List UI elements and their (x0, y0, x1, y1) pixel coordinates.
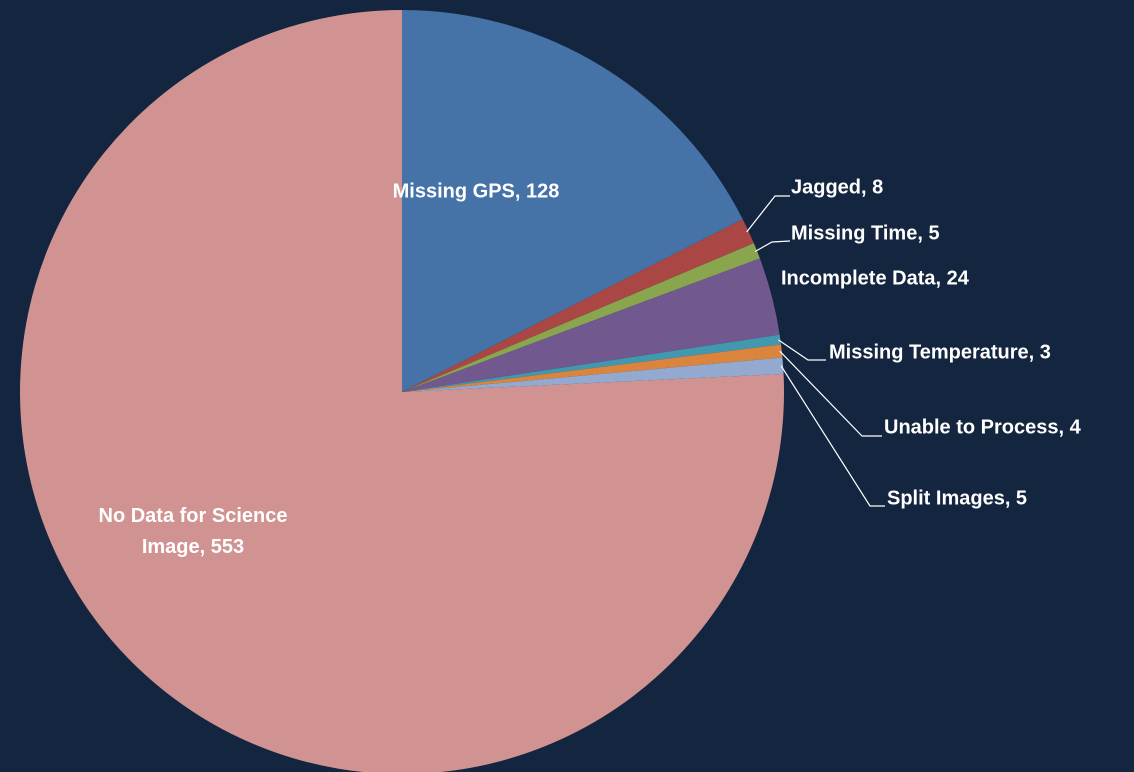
pie-slice (402, 344, 783, 392)
leader-line (754, 240, 791, 253)
pie-slice (402, 10, 743, 392)
data-label: No Data for Science Image, 553 (99, 505, 288, 558)
pie-slice (402, 334, 782, 392)
leader-line (746, 195, 790, 233)
data-label: Missing GPS, 128 (393, 180, 560, 202)
pie-slice (20, 10, 784, 772)
pie-slice (402, 258, 780, 392)
data-label: Jagged, 8 (791, 176, 883, 198)
leader-line (780, 365, 885, 507)
data-label: Unable to Process, 4 (884, 416, 1082, 438)
leader-line (778, 339, 826, 361)
pie-slice (402, 357, 784, 392)
pie-slice (402, 243, 760, 392)
leader-line (779, 350, 882, 437)
data-label: Split Images, 5 (887, 487, 1027, 509)
data-label: Incomplete Data, 24 (781, 267, 970, 289)
data-label: Missing Temperature, 3 (829, 341, 1051, 363)
data-label: Missing Time, 5 (791, 222, 940, 244)
pie-slice (402, 219, 754, 392)
